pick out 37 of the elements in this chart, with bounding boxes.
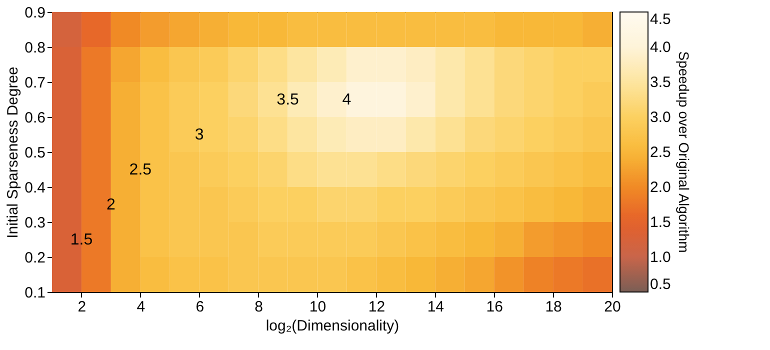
y-tick-label: 0.7 (24, 74, 46, 92)
color-bar-label: 1.5 (650, 214, 671, 231)
annotation: 1.5 (70, 232, 93, 248)
annotation: 3 (194, 126, 204, 144)
y-tick-label: 0.4 (24, 180, 46, 196)
color-bar-title: Speedup over Original Algorithm (676, 51, 692, 253)
y-tick-label: 0.8 (24, 40, 46, 56)
color-bar-label: 4.5 (650, 11, 671, 28)
x-tick-label: 10 (309, 298, 326, 316)
annotation: 3.5 (276, 92, 300, 108)
y-tick-label: 0.9 (24, 4, 46, 22)
color-bar-label: 0.5 (650, 276, 671, 293)
annotation: 2 (106, 196, 116, 214)
annotation: 2.5 (129, 162, 152, 178)
x-tick-label: 4 (136, 298, 146, 316)
y-tick-label: 0.2 (24, 250, 46, 266)
x-tick-label: 6 (196, 298, 204, 316)
color-bar-label: 2.0 (650, 179, 671, 196)
x-tick-label: 8 (254, 298, 263, 316)
y-tick-label: 0.5 (24, 144, 46, 162)
y-tick-label: 0.1 (24, 284, 46, 302)
annotation: 4 (342, 92, 352, 108)
y-tick-label: 0.3 (24, 214, 46, 232)
color-bar-label: 2.5 (650, 144, 671, 161)
color-bar-label: 3.0 (650, 109, 671, 126)
x-tick-label: 20 (604, 298, 621, 316)
y-axis-title: Initial Sparseness Degree (4, 66, 22, 238)
x-tick-label: 14 (427, 298, 444, 316)
color-bar-label: 4.0 (650, 39, 671, 56)
x-axis-title: log₂(Dimensionality) (266, 318, 400, 334)
color-bar-label: 3.5 (650, 74, 671, 91)
x-tick-label: 12 (368, 298, 386, 316)
color-bar-label: 1.0 (650, 249, 671, 266)
x-tick-label: 16 (486, 298, 503, 316)
x-tick-label: 18 (545, 298, 562, 316)
x-tick-label: 2 (78, 298, 86, 316)
y-tick-label: 0.6 (24, 110, 46, 126)
